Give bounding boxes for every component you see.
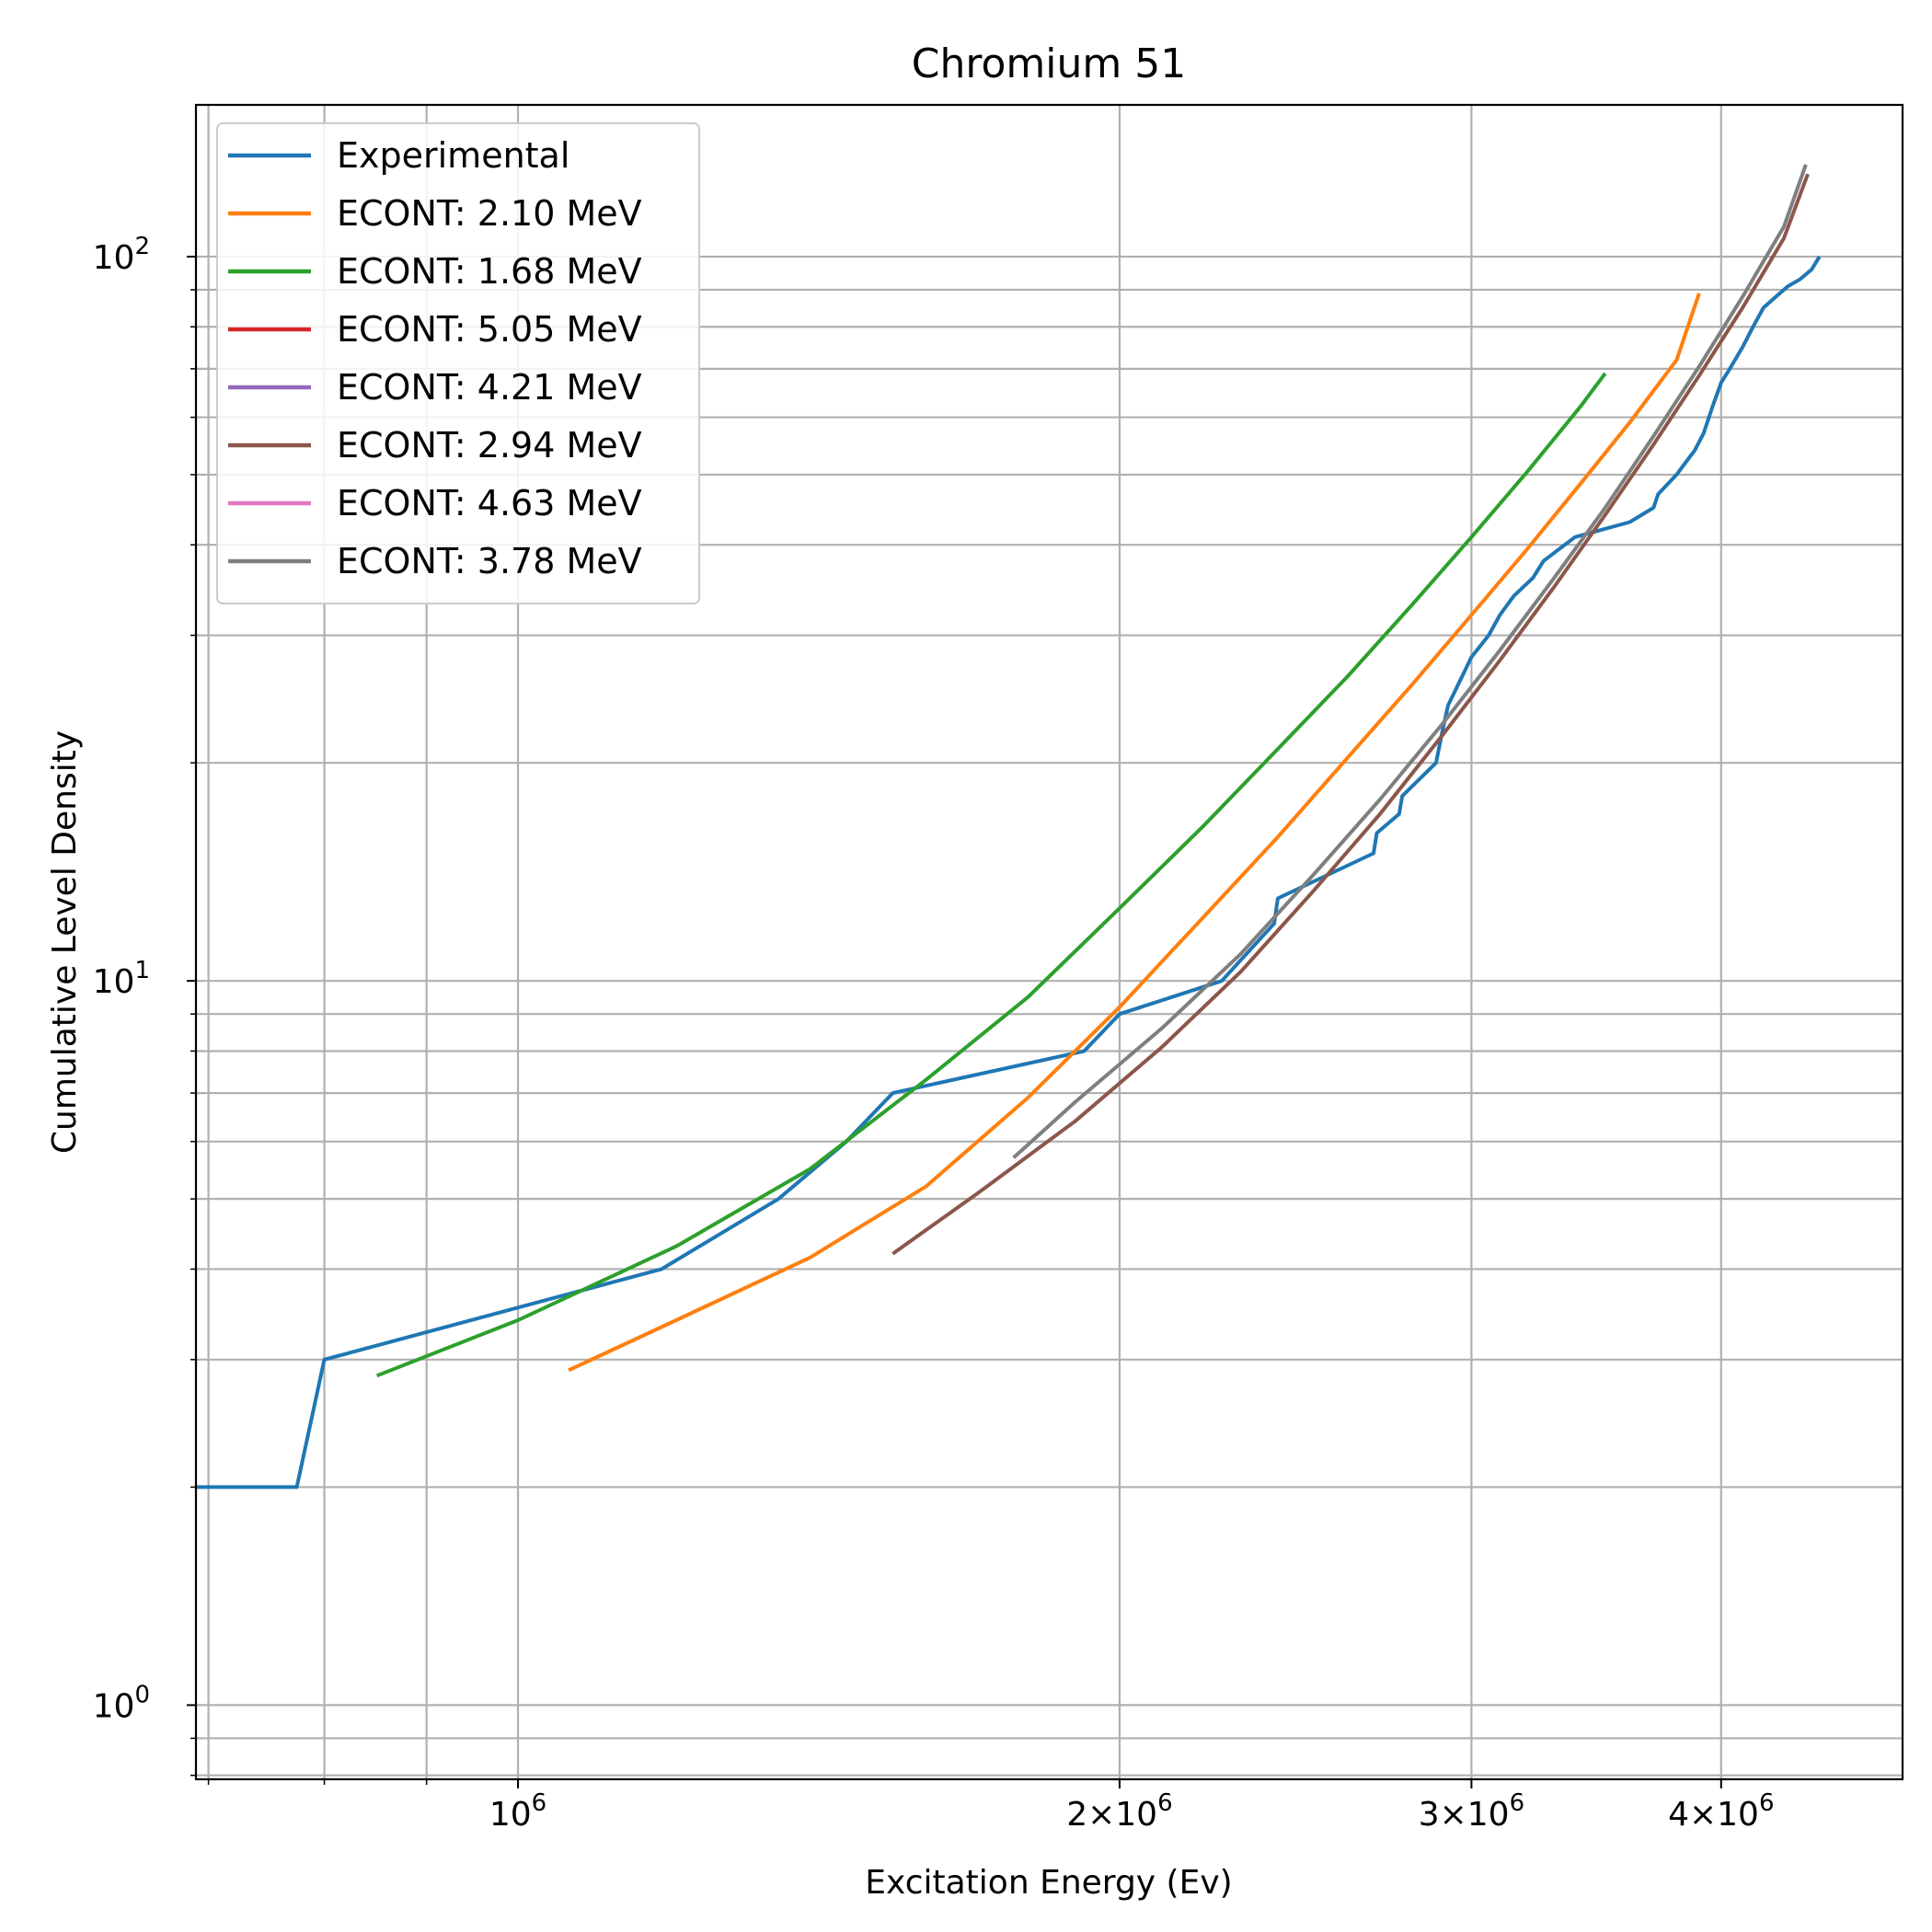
legend-entry-label: ECONT: 2.94 MeV	[337, 425, 642, 466]
x-tick-label: 2×106	[1066, 1789, 1172, 1834]
legend-entry-label: ECONT: 3.78 MeV	[337, 541, 642, 581]
series-line-econt-2-94-mev	[891, 173, 1810, 1256]
x-tick-label: 4×106	[1668, 1789, 1774, 1834]
x-axis-label: Excitation Energy (Ev)	[865, 1864, 1232, 1902]
series-line-econt-2-10-mev	[568, 293, 1701, 1373]
y-tick-label: 101	[93, 957, 150, 1001]
legend-entry-label: ECONT: 1.68 MeV	[337, 251, 642, 292]
legend-box	[216, 122, 700, 604]
legend-entry-label: ECONT: 2.10 MeV	[337, 193, 642, 234]
legend-entry-label: ECONT: 4.63 MeV	[337, 483, 642, 523]
legend-entry-label: ECONT: 4.21 MeV	[337, 367, 642, 408]
series-line-experimental	[196, 255, 1822, 1489]
x-tick-label: 3×106	[1419, 1789, 1524, 1834]
y-tick-label: 102	[93, 233, 150, 277]
legend-entry-label: Experimental	[337, 135, 569, 176]
legend: Experimental ECONT: 2.10 MeV ECONT: 1.68 M…	[216, 122, 700, 604]
series-line-econt-3-78-mev	[1012, 164, 1808, 1159]
series-line-econt-1-68-mev	[375, 372, 1607, 1378]
tick-layer: 106 2×106 3×106 4×106 100 101 102	[93, 233, 1775, 1834]
legend-entry-label: ECONT: 5.05 MeV	[337, 309, 642, 350]
y-tick-label: 100	[93, 1681, 150, 1725]
series-layer	[196, 164, 1822, 1489]
plot-frame	[194, 103, 1904, 1781]
x-tick-label: 106	[489, 1789, 546, 1834]
chart-title: Chromium 51	[912, 40, 1186, 87]
y-axis-label: Cumulative Level Density	[46, 730, 84, 1154]
